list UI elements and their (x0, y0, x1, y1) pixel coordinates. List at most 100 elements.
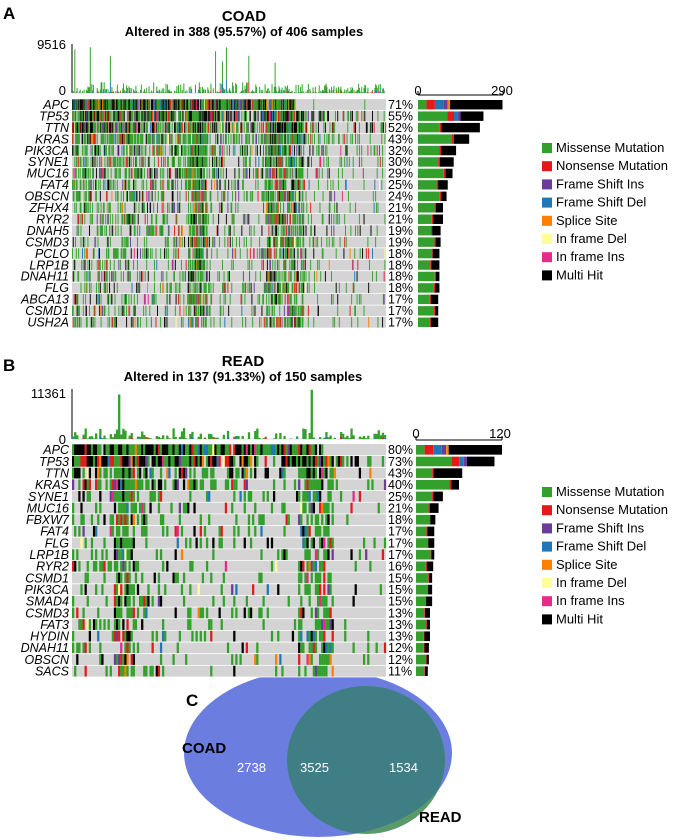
oncoplot-cell (266, 213, 268, 225)
oncoplot-cell (166, 294, 168, 305)
oncoplot-cell (116, 168, 118, 179)
oncoplot-cell (203, 99, 205, 110)
oncoplot-cell (291, 133, 293, 145)
oncoplot-cell (76, 444, 79, 456)
oncoplot-cell (222, 145, 223, 156)
oncoplot-cell (205, 236, 206, 248)
oncoplot-cell (304, 479, 307, 491)
oncoplot-cell (280, 179, 282, 191)
oncoplot-cell (198, 122, 200, 133)
oncoplot-cell (287, 236, 288, 248)
oncoplot-cell (279, 122, 281, 133)
tmb-bar (82, 90, 84, 93)
oncoplot-cell (338, 213, 340, 225)
oncoplot-cell (130, 537, 133, 549)
oncoplot-cell (170, 179, 172, 191)
oncoplot-cell (298, 202, 300, 213)
oncoplot-cell (274, 99, 276, 110)
oncoplot-cell (362, 168, 364, 179)
oncoplot-cell (147, 122, 148, 133)
oncoplot-cell (179, 271, 181, 282)
oncoplot-cell (313, 316, 315, 328)
oncoplot-cell (141, 456, 144, 467)
tmb-bar-missense (223, 89, 225, 93)
tmb-bar (133, 90, 135, 93)
tmb-bar-missense (280, 89, 282, 93)
tmb-bar-other (322, 92, 324, 93)
oncoplot-cell (187, 110, 189, 122)
oncoplot-cell (143, 110, 145, 122)
gene-count-bar (418, 294, 439, 305)
oncoplot-cell (347, 110, 349, 122)
oncoplot-cell (201, 122, 203, 133)
oncoplot-cell (264, 99, 266, 110)
tmb-bar-missense (110, 92, 112, 93)
tmb-bar-missense (290, 91, 292, 93)
tmb-bar (202, 89, 204, 93)
oncoplot-cell (74, 294, 76, 305)
oncoplot-cell (300, 305, 302, 317)
oncoplot-cell (170, 282, 172, 294)
oncoplot-cell (230, 122, 232, 133)
oncoplot-cell (302, 525, 305, 537)
oncoplot-cell (217, 122, 219, 133)
oncoplot-cell (247, 444, 251, 456)
oncoplot-cell (178, 156, 180, 168)
oncoplot-row (78, 491, 362, 502)
oncoplot-cell (210, 456, 213, 467)
oncoplot-cell (150, 179, 152, 191)
tmb-bar (242, 90, 244, 93)
oncoplot-cell (273, 213, 275, 225)
oncoplot-cell (309, 236, 311, 248)
oncoplot-cell (296, 168, 298, 179)
oncoplot-cell (180, 444, 184, 456)
oncoplot-cell (300, 122, 302, 133)
oncoplot-cell (114, 248, 116, 259)
tmb-bar-missense (180, 84, 182, 93)
tmb-bar (224, 89, 226, 93)
oncoplot-cell (103, 467, 106, 479)
gene-count-segment (441, 145, 457, 156)
tmb-bar-missense (125, 90, 127, 93)
oncoplot-cell (112, 133, 114, 145)
oncoplot-cell (365, 248, 367, 259)
oncoplot-cell (77, 294, 79, 305)
oncoplot-cell (203, 236, 205, 248)
tmb-bar-missense (325, 432, 328, 437)
panel-b-count-max: 120 (489, 426, 511, 441)
oncoplot-cell (102, 168, 104, 179)
tmb-bar-other (375, 90, 377, 93)
oncoplot-cell (358, 156, 360, 168)
oncoplot-cell (170, 502, 173, 514)
oncoplot-cell (195, 133, 197, 145)
oncoplot-cell (77, 305, 79, 317)
oncoplot-cell (136, 271, 138, 282)
oncoplot-cell (92, 110, 94, 122)
oncoplot-cell (372, 122, 374, 133)
tmb-bar-missense (128, 86, 130, 93)
oncoplot-cell (216, 225, 218, 236)
oncoplot-cell (141, 156, 143, 168)
oncoplot-cell (194, 145, 196, 156)
oncoplot-cell (341, 191, 343, 202)
oncoplot-cell (103, 145, 105, 156)
oncoplot-cell (254, 456, 257, 467)
oncoplot-cell (138, 479, 142, 491)
tmb-bar-missense (299, 91, 301, 93)
oncoplot-cell (112, 156, 114, 168)
oncoplot-cell (270, 294, 272, 305)
oncoplot-cell (157, 145, 158, 156)
oncoplot-cell (297, 110, 299, 122)
oncoplot-cell (189, 271, 191, 282)
oncoplot-cell (148, 156, 150, 168)
gene-count-segment (453, 134, 470, 144)
tmb-bar-missense (92, 84, 94, 91)
oncoplot-cell (275, 225, 277, 236)
oncoplot-cell (295, 225, 297, 236)
oncoplot-cell (120, 444, 123, 456)
oncoplot-cell (100, 110, 102, 122)
oncoplot-cell (242, 213, 244, 225)
oncoplot-cell (269, 271, 271, 282)
oncoplot-cell (198, 168, 199, 179)
tmb-bar-missense (164, 91, 166, 93)
